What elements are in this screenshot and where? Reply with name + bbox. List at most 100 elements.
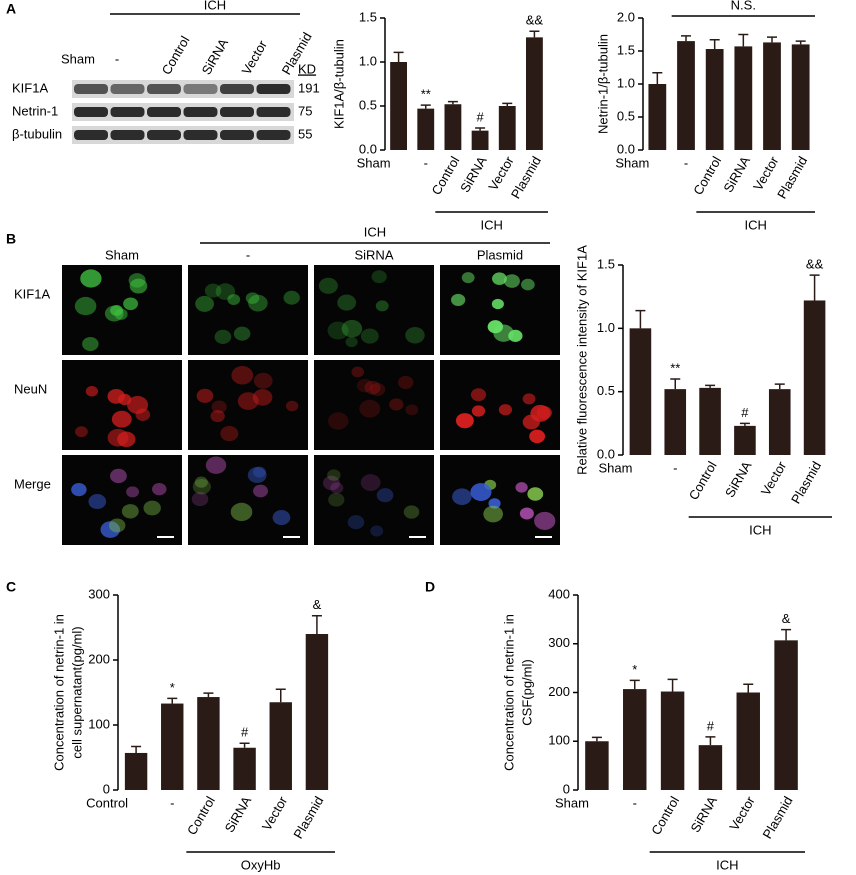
panel-label: C [6, 579, 16, 595]
y-tick-label: 0.5 [617, 108, 635, 123]
blot-band [110, 130, 145, 140]
panel-label: D [425, 579, 435, 595]
cell [100, 521, 121, 538]
image-column-label: Plasmid [477, 247, 523, 262]
error-bar [738, 33, 749, 47]
y-tick-label: 200 [548, 684, 570, 699]
cell [248, 294, 268, 312]
cell [194, 476, 208, 488]
cell [253, 372, 273, 389]
y-axis-label: CSF(pg/ml) [519, 659, 534, 725]
x-tick-label: Vector [726, 793, 758, 833]
blot-row-label: β-tubulin [12, 126, 62, 141]
panel-label: B [6, 231, 16, 247]
bar [734, 425, 756, 455]
significance: && [526, 13, 544, 28]
x-tick-label: Control [429, 154, 463, 198]
bar [269, 702, 292, 790]
bar [585, 741, 609, 790]
image-row-label: Merge [14, 476, 51, 491]
significance: # [741, 405, 749, 420]
cell [283, 290, 300, 305]
micrograph [314, 455, 434, 545]
blot-band [110, 84, 145, 94]
cell [191, 492, 209, 507]
error-bar [591, 736, 602, 742]
x-tick-label: Sham [357, 155, 391, 170]
cell [534, 511, 556, 530]
x-tick-label: SiRNA [222, 793, 255, 835]
cell [376, 488, 394, 503]
y-tick-label: 0.0 [597, 446, 615, 461]
bar [774, 640, 798, 790]
panel-label: A [6, 1, 16, 17]
micrograph [188, 360, 308, 450]
x-tick-label: Sham [598, 460, 632, 475]
x-tick-label: Plasmid [788, 459, 824, 507]
error-bar [131, 745, 142, 753]
image-row-label: KIF1A [14, 286, 50, 301]
cell [470, 388, 487, 402]
y-tick-label: 0.5 [597, 383, 615, 398]
error-bar [795, 40, 806, 45]
cell [455, 413, 474, 429]
cell [371, 270, 387, 284]
cell [322, 475, 340, 491]
group-label: ICH [204, 0, 226, 12]
error-bar [529, 30, 540, 38]
blot-band [110, 107, 145, 117]
cell [360, 474, 381, 492]
significance: * [170, 680, 175, 695]
cell [356, 378, 373, 393]
cell [487, 320, 504, 334]
y-axis-label: KIF1A/β-tubulin [331, 39, 346, 129]
cell [369, 382, 386, 397]
y-tick-label: 1.5 [617, 42, 635, 57]
x-tick-label: - [424, 155, 428, 170]
group-label: ICH [749, 522, 771, 537]
x-tick-label: SiRNA [722, 458, 755, 500]
cell [522, 414, 540, 430]
x-tick-label: SiRNA [457, 153, 490, 195]
blot-size: 75 [298, 103, 312, 118]
micrograph [188, 455, 308, 545]
lane-label: Control [159, 33, 193, 77]
lane-label: Sham [61, 51, 95, 66]
bar [705, 49, 724, 150]
cell [515, 482, 528, 493]
cell [364, 380, 381, 395]
blot-size-header: KD [298, 61, 316, 76]
cell [452, 488, 472, 506]
blot-row-label: Netrin-1 [12, 103, 58, 118]
blot-band [183, 84, 218, 94]
cell [403, 505, 420, 519]
group-label: ICH [716, 857, 738, 872]
cell [405, 404, 419, 416]
cell [498, 404, 513, 416]
cell [272, 510, 291, 526]
error-bar [420, 104, 431, 109]
x-tick-label: SiRNA [720, 153, 753, 195]
x-tick-label: Control [690, 154, 724, 198]
error-bar [705, 736, 716, 746]
micrograph [314, 360, 434, 450]
cell [215, 283, 236, 300]
bar [525, 37, 543, 150]
bar [648, 84, 667, 150]
cell [195, 295, 214, 312]
lane-label: - [115, 51, 119, 66]
cell [360, 328, 379, 344]
cell [347, 515, 365, 530]
blot-band [147, 107, 181, 117]
cell [220, 425, 239, 442]
y-tick-label: 300 [88, 586, 110, 601]
blot-band [256, 130, 291, 140]
cell [253, 484, 269, 498]
cell [527, 487, 544, 501]
bar [664, 389, 687, 455]
cell [341, 319, 363, 338]
blot-band [220, 84, 254, 94]
error-bar [705, 384, 716, 388]
cell [88, 494, 107, 510]
